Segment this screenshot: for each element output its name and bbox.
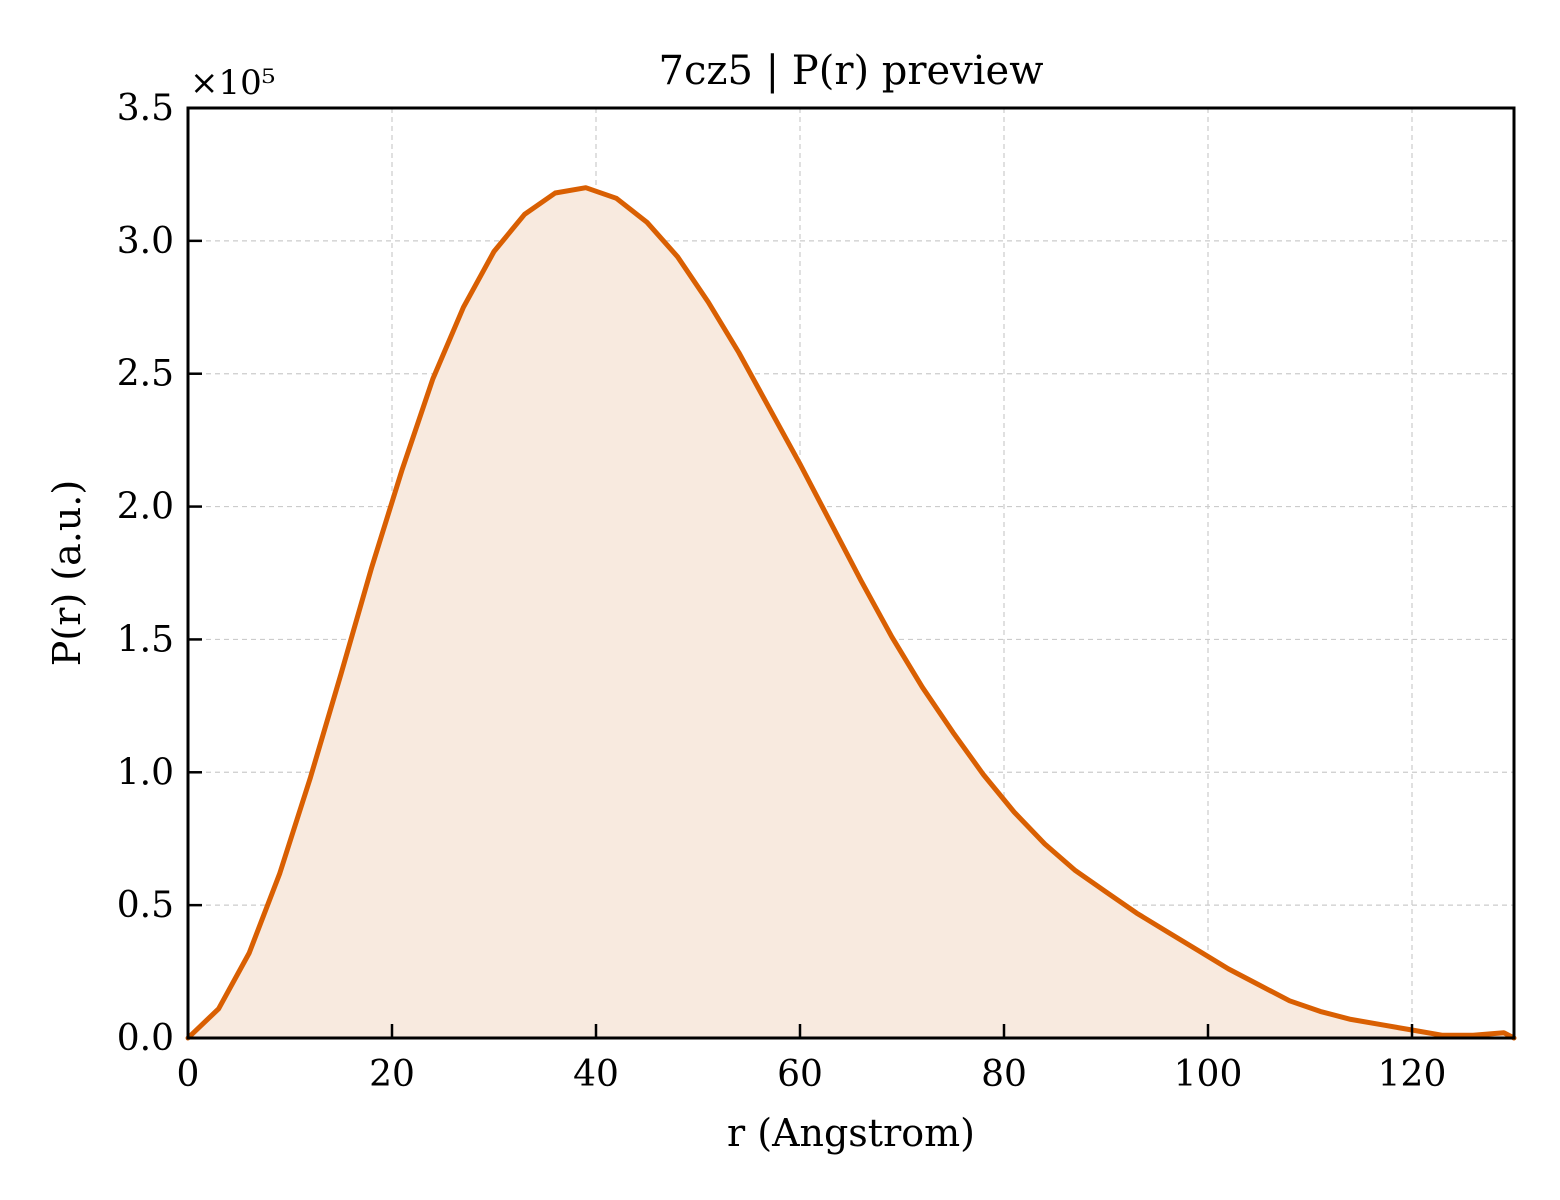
y-tick-label: 0.5 — [117, 885, 174, 926]
series-layer — [185, 185, 1517, 1041]
y-tick-label: 3.5 — [117, 88, 174, 129]
y-tick-label: 3.0 — [117, 221, 174, 262]
x-tick-label: 0 — [177, 1054, 200, 1095]
x-tick-label: 100 — [1174, 1054, 1243, 1095]
series-line — [185, 185, 1517, 1041]
y-tick-label: 2.0 — [117, 487, 174, 528]
y-tick-label: 1.5 — [117, 619, 174, 660]
y-tick-label: 2.5 — [117, 354, 174, 395]
x-tick-label: 60 — [777, 1054, 823, 1095]
y-tick-label: 1.0 — [117, 752, 174, 793]
x-axis-label: r (Angstrom) — [727, 1111, 975, 1155]
plot-frame — [186, 106, 1516, 1040]
series-area-fill — [188, 187, 1514, 1038]
ticks: 0 20 40 60 80 100 120 0.0 0.5 1.0 1.5 2.0 2.5 3.0 3.5 — [117, 88, 1447, 1095]
x-tick-label: 20 — [369, 1054, 415, 1095]
y-axis-multiplier: ×10⁵ — [190, 63, 275, 103]
x-tick-label: 40 — [573, 1054, 619, 1095]
y-tick-label: 0.0 — [117, 1018, 174, 1059]
x-tick-label: 120 — [1378, 1054, 1447, 1095]
chart-title: 7cz5 | P(r) preview — [659, 48, 1044, 94]
y-axis-label: P(r) (a.u.) — [45, 480, 89, 666]
x-tick-label: 80 — [981, 1054, 1027, 1095]
